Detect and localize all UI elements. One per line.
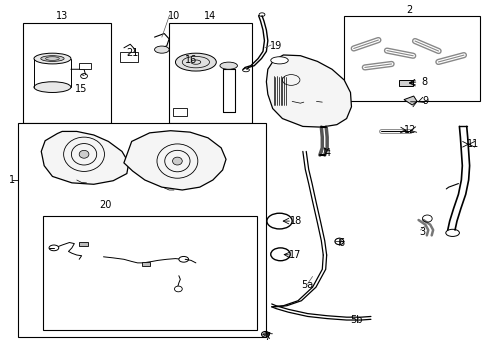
Ellipse shape [270, 57, 287, 64]
Ellipse shape [179, 256, 188, 262]
Ellipse shape [49, 245, 59, 251]
Text: 5a: 5a [301, 280, 313, 291]
Ellipse shape [174, 286, 182, 292]
Text: 4: 4 [324, 148, 329, 158]
Ellipse shape [263, 333, 267, 336]
Polygon shape [403, 96, 416, 105]
Ellipse shape [175, 53, 216, 71]
Text: 15: 15 [75, 84, 88, 94]
Text: 21: 21 [126, 48, 139, 58]
Text: 17: 17 [288, 250, 301, 260]
Ellipse shape [79, 150, 89, 158]
Text: 9: 9 [422, 96, 427, 107]
Ellipse shape [34, 53, 71, 64]
Text: 2: 2 [406, 5, 412, 15]
Polygon shape [123, 131, 225, 190]
Bar [169, 23, 251, 123]
Bar [119, 52, 138, 62]
Text: 5b: 5b [349, 315, 362, 325]
Text: 1: 1 [9, 175, 15, 185]
Bar [142, 262, 149, 266]
Polygon shape [41, 131, 128, 184]
Bar [398, 80, 412, 86]
Text: 18: 18 [289, 216, 302, 226]
Polygon shape [266, 55, 351, 127]
Text: 6: 6 [338, 238, 344, 248]
Ellipse shape [172, 157, 182, 165]
Text: 10: 10 [167, 11, 180, 21]
Text: 12: 12 [403, 125, 415, 135]
Ellipse shape [34, 82, 71, 93]
Text: 19: 19 [269, 41, 282, 51]
Text: 16: 16 [184, 55, 197, 65]
Ellipse shape [41, 56, 64, 62]
Text: 14: 14 [204, 11, 216, 21]
Text: 7: 7 [264, 332, 270, 342]
Bar [42, 216, 256, 330]
Bar [23, 23, 111, 123]
Ellipse shape [220, 62, 237, 69]
Bar [172, 108, 187, 116]
Text: 11: 11 [466, 139, 478, 149]
Bar [19, 123, 266, 337]
Text: 13: 13 [56, 11, 68, 21]
Text: 20: 20 [100, 200, 112, 210]
Text: 8: 8 [421, 77, 427, 87]
Bar [79, 63, 91, 69]
Bar [79, 242, 88, 246]
Ellipse shape [154, 46, 169, 53]
Text: 3: 3 [418, 227, 424, 237]
Bar [344, 16, 479, 102]
